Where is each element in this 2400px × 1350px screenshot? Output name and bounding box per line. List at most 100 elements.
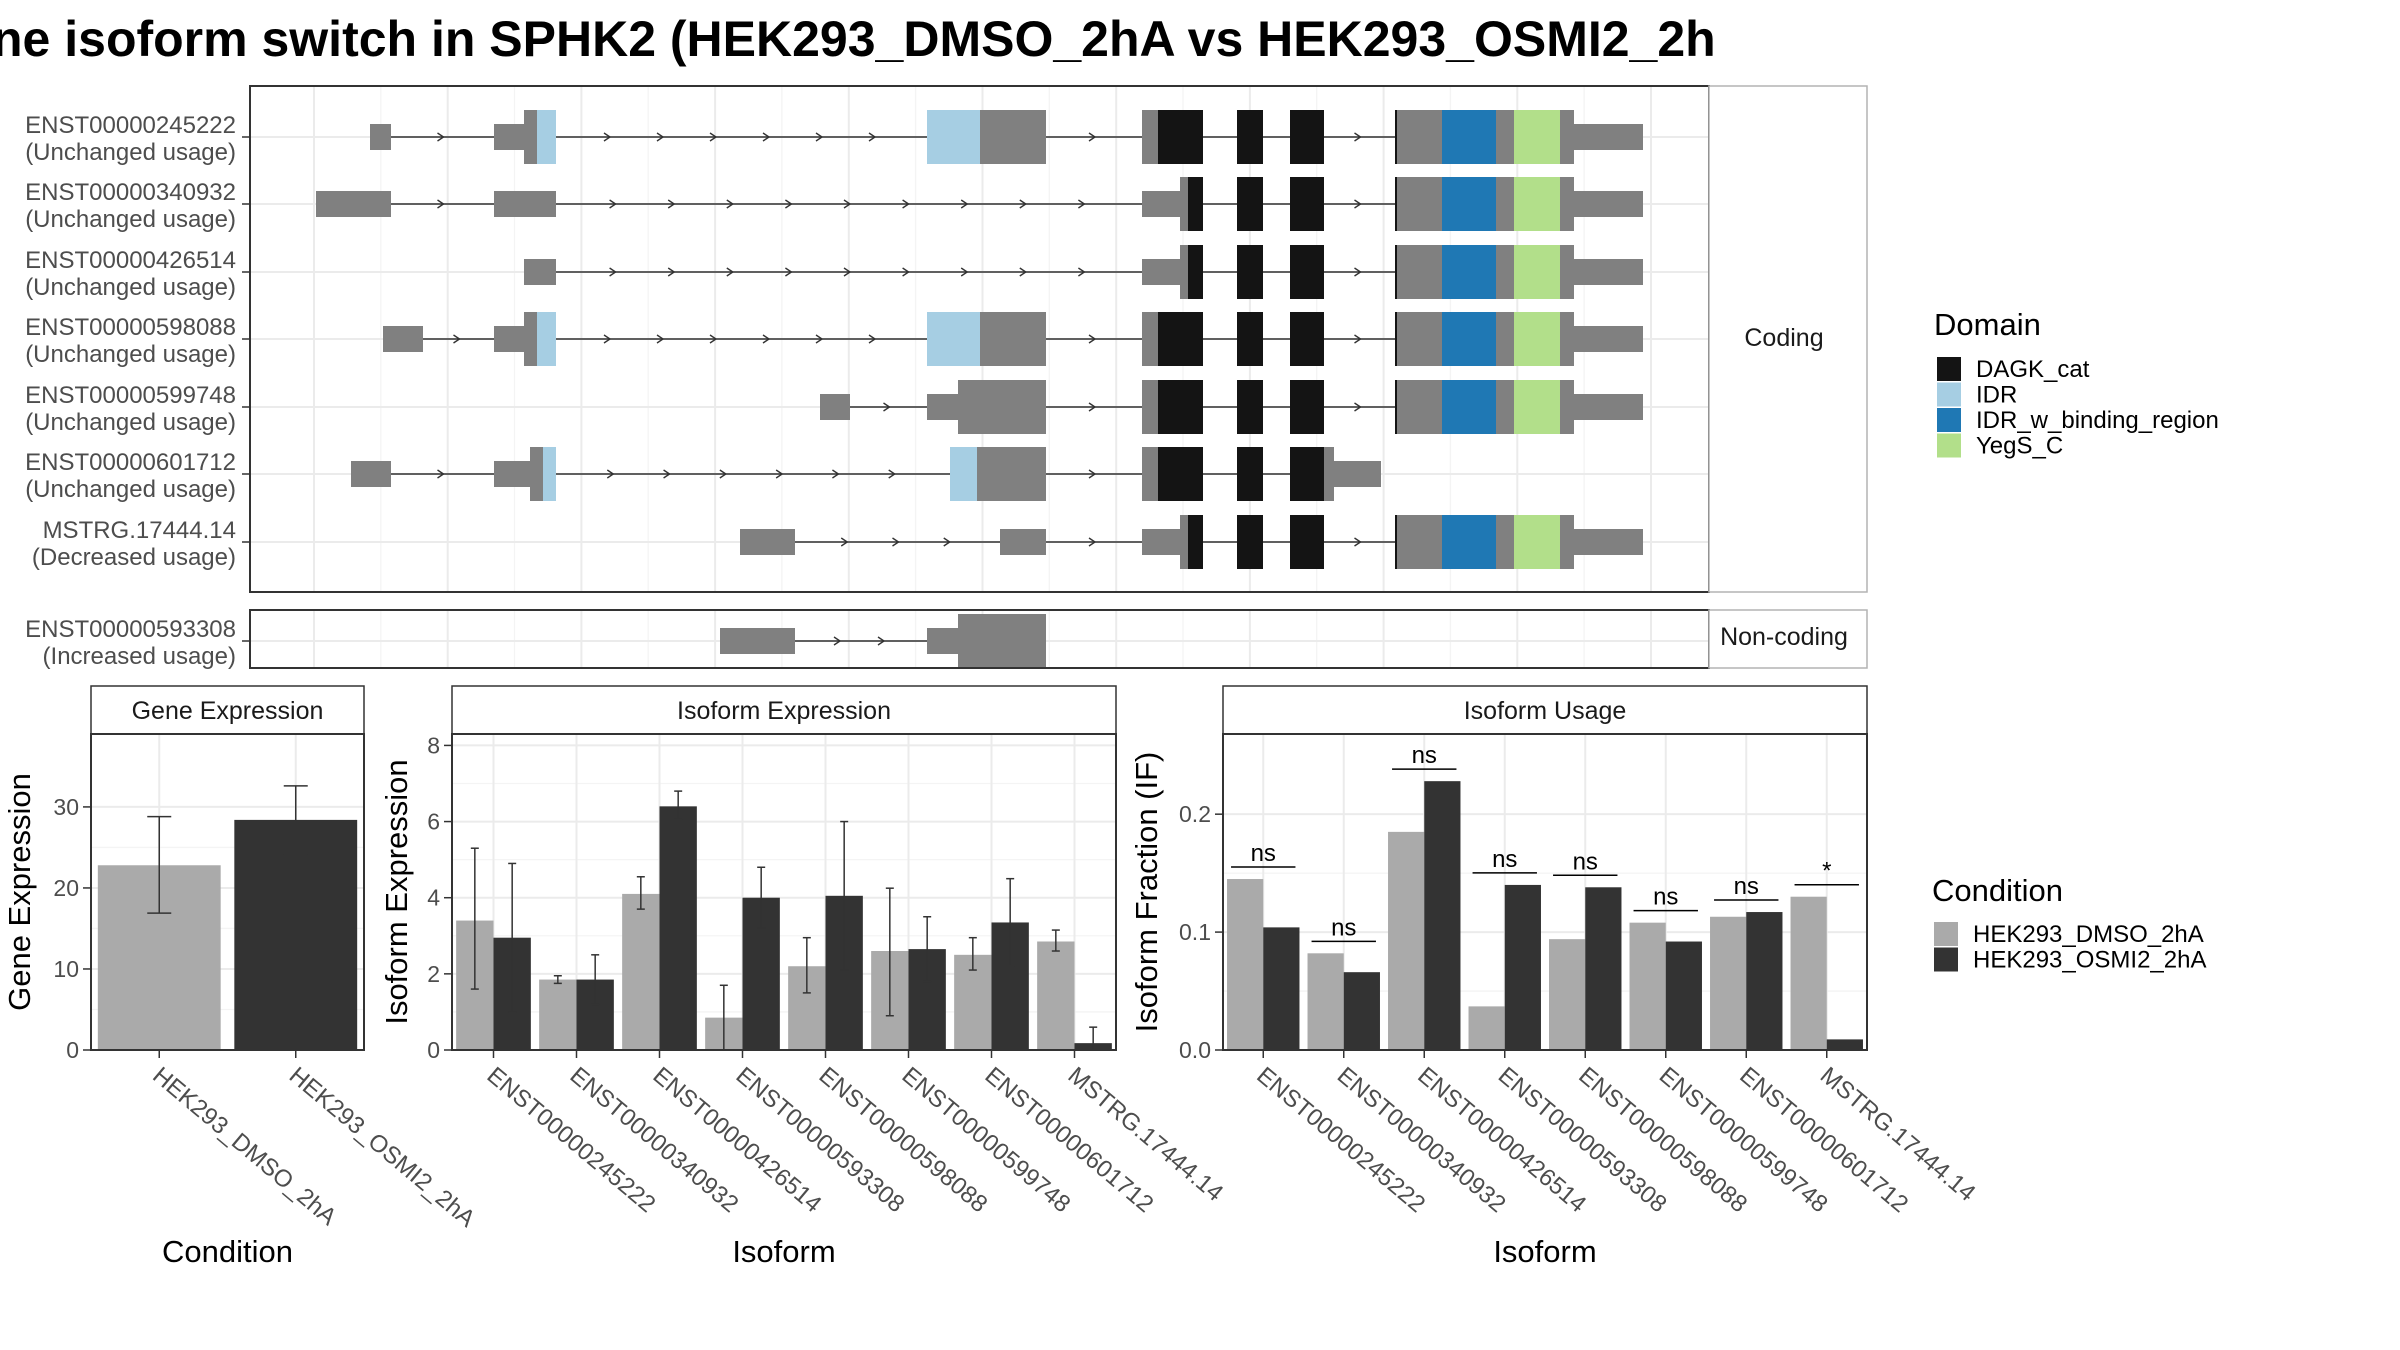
intron-arrow [667, 199, 676, 209]
significance-label: ns [1492, 846, 1517, 873]
facet-strip [1222, 685, 1868, 735]
bar [1585, 887, 1622, 1050]
exon [1290, 515, 1324, 569]
exon [1496, 245, 1514, 299]
condition-legend-key [1934, 947, 1958, 972]
intron-arrow [726, 199, 735, 209]
exon [1142, 447, 1158, 501]
intron-arrow [656, 132, 665, 142]
significance-label: ns [1251, 840, 1276, 867]
intron-arrow [943, 537, 952, 547]
transcript-label: ENST00000599748 [25, 382, 236, 409]
exon [1395, 515, 1442, 569]
y-axis-title: Isoform Expression [379, 759, 414, 1024]
exon [980, 312, 1046, 366]
exon [1188, 177, 1203, 231]
exon [1395, 312, 1442, 366]
intron-arrow [843, 267, 852, 277]
intron-arrow [1354, 402, 1362, 412]
y-tick-label: 0.1 [1179, 919, 1211, 945]
intron-arrow [892, 537, 900, 547]
exon [1142, 110, 1158, 164]
exon [351, 461, 391, 487]
intron-arrow [1088, 537, 1097, 547]
intron-arrow [726, 267, 735, 277]
domain-legend-key [1937, 408, 1961, 432]
significance-label: ns [1734, 873, 1759, 900]
transcript-usage-label: (Decreased usage) [32, 544, 236, 571]
exon [1188, 245, 1203, 299]
intron-arrow [883, 402, 891, 412]
intron-arrow [437, 132, 445, 142]
exon [370, 124, 391, 150]
intron-arrow [902, 267, 910, 277]
intron-arrow [902, 199, 910, 209]
isoform-expression-chart: Isoform Expression02468ENST00000245222EN… [379, 685, 1228, 1269]
exon [1496, 110, 1514, 164]
intron-arrow [709, 334, 718, 344]
transcript-usage-label: (Unchanged usage) [25, 139, 236, 166]
exon [820, 394, 850, 420]
exon [1290, 380, 1324, 434]
exon [1496, 312, 1514, 366]
intron-arrow [868, 132, 877, 142]
exon [927, 628, 958, 654]
transcript-label: ENST00000426514 [25, 247, 236, 274]
intron-arrow [609, 267, 617, 277]
x-axis-title: Isoform [1493, 1234, 1596, 1269]
exon [1514, 515, 1560, 569]
exon [1334, 461, 1381, 487]
y-tick-label: 2 [427, 961, 440, 987]
intron-arrow [603, 334, 612, 344]
facet-strip [451, 685, 1117, 735]
facet-strip-label: Isoform Expression [677, 697, 891, 725]
bar [539, 979, 577, 1050]
coding-strip [1708, 85, 1868, 593]
bar [1504, 884, 1541, 1050]
exon [494, 191, 556, 217]
noncoding-strip [1708, 609, 1868, 669]
exon [543, 447, 556, 501]
exon [530, 447, 543, 501]
exon [1237, 177, 1263, 231]
intron-arrow [843, 199, 852, 209]
exon [1442, 245, 1496, 299]
transcript-label: ENST00000593308 [25, 616, 236, 643]
exon [950, 447, 977, 501]
exon [537, 312, 556, 366]
exon [1237, 312, 1263, 366]
exon [1000, 529, 1046, 555]
exon [720, 628, 795, 654]
condition-legend-label: HEK293_DMSO_2hA [1973, 921, 2204, 948]
transcript-structure-panel: ENST00000245222(Unchanged usage)ENST0000… [25, 85, 1868, 670]
y-tick-label: 8 [427, 732, 440, 758]
intron-arrow [877, 636, 886, 646]
intron-arrow [1354, 334, 1362, 344]
intron-arrow [1088, 334, 1097, 344]
exon [1574, 529, 1643, 555]
y-axis-title: Gene Expression [2, 773, 37, 1011]
bar [1227, 879, 1264, 1050]
exon [1514, 380, 1560, 434]
exon [1290, 245, 1324, 299]
exon [1574, 259, 1643, 285]
domain-legend-title: Domain [1934, 307, 2041, 342]
facet-strip-label: Gene Expression [132, 697, 324, 725]
intron-arrow [833, 636, 842, 646]
intron-arrow [840, 537, 849, 547]
exon [1290, 312, 1324, 366]
transcript-usage-label: (Unchanged usage) [25, 274, 236, 301]
exon [1560, 110, 1574, 164]
exon [1514, 312, 1560, 366]
y-tick-label: 0 [66, 1037, 79, 1063]
exon [1237, 380, 1263, 434]
bar [234, 819, 358, 1050]
bar [1263, 927, 1300, 1050]
intron-arrow [603, 132, 612, 142]
exon [1188, 515, 1203, 569]
y-tick-label: 20 [53, 875, 79, 901]
intron-arrow [1354, 132, 1362, 142]
transcript-label: ENST00000245222 [25, 112, 236, 139]
exon [1290, 110, 1324, 164]
y-tick-label: 0 [427, 1037, 440, 1063]
